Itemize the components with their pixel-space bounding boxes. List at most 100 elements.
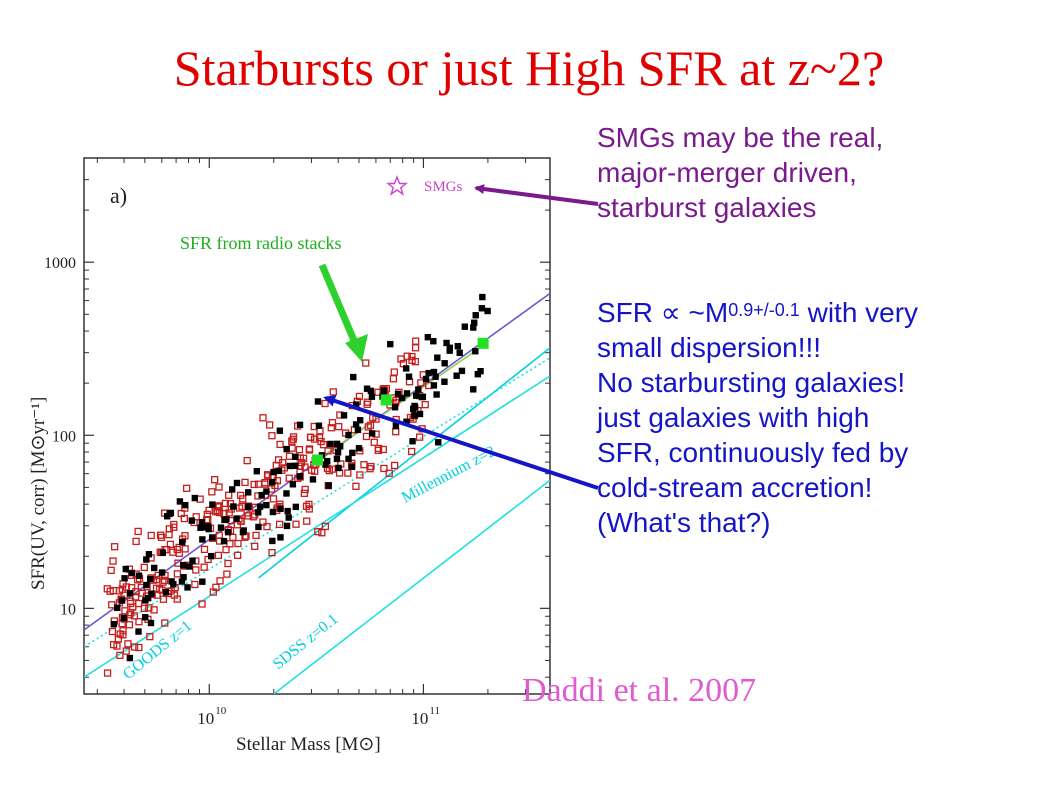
black-square xyxy=(275,467,283,475)
black-square xyxy=(143,581,150,589)
sfr-note-line: just galaxies with high xyxy=(597,402,870,433)
black-square xyxy=(230,503,237,510)
black-square xyxy=(208,552,215,560)
black-square xyxy=(186,563,193,570)
black-square xyxy=(353,401,360,408)
sfr-note-line: No starbursting galaxies! xyxy=(597,367,906,398)
red-open-square xyxy=(259,518,267,526)
red-open-square xyxy=(360,461,368,469)
red-open-square xyxy=(235,504,244,512)
black-square xyxy=(314,398,322,405)
red-open-square xyxy=(157,533,166,542)
red-open-square xyxy=(301,485,309,494)
red-open-square xyxy=(181,545,189,553)
sfr-relation-line: SFR ∝ ~M0.9+/-0.1 with very xyxy=(597,295,918,330)
red-open-square xyxy=(103,669,112,677)
black-square xyxy=(228,486,236,493)
black-square xyxy=(256,503,264,510)
black-square xyxy=(340,412,348,419)
red-open-square xyxy=(310,435,319,443)
black-square xyxy=(403,418,410,425)
x-tick-label: 10 xyxy=(197,709,214,728)
red-open-square xyxy=(183,484,191,492)
red-open-square xyxy=(374,444,383,453)
black-square xyxy=(367,387,375,395)
red-open-square xyxy=(301,463,309,471)
red-open-square xyxy=(263,522,271,531)
red-open-square xyxy=(259,414,267,422)
red-open-square xyxy=(159,595,168,603)
red-open-square xyxy=(275,520,284,529)
red-open-square xyxy=(335,422,343,431)
red-open-square xyxy=(397,355,405,363)
y-tick-label: 1000 xyxy=(44,255,76,272)
red-open-square xyxy=(362,359,370,367)
black-square xyxy=(121,575,128,582)
y-tick-label: 100 xyxy=(52,428,76,445)
black-square xyxy=(126,590,134,597)
black-square xyxy=(335,464,342,472)
black-square xyxy=(345,431,352,439)
black-square xyxy=(147,619,155,627)
red-open-square xyxy=(138,589,146,597)
smg-arrow xyxy=(474,184,599,206)
black-square xyxy=(292,503,300,511)
red-open-square xyxy=(122,647,130,655)
black-square xyxy=(120,614,127,622)
red-open-square xyxy=(328,465,336,473)
red-open-square xyxy=(173,595,181,603)
black-square xyxy=(284,507,291,515)
red-open-square xyxy=(161,619,169,627)
black-square xyxy=(461,323,469,330)
black-square xyxy=(349,449,356,457)
red-open-square xyxy=(236,491,245,500)
black-square xyxy=(263,501,270,509)
black-square xyxy=(345,455,352,463)
black-square xyxy=(352,421,360,428)
black-square xyxy=(409,438,416,445)
black-square xyxy=(128,569,136,577)
black-square xyxy=(178,578,186,585)
red-open-square xyxy=(114,635,122,643)
red-open-square xyxy=(109,557,117,565)
red-open-square xyxy=(198,600,206,608)
x-tick-label: 10 xyxy=(411,709,428,728)
red-open-square xyxy=(363,400,371,408)
black-square xyxy=(135,572,143,579)
black-square xyxy=(277,534,284,541)
red-open-square xyxy=(135,599,143,608)
radio-arrow xyxy=(318,263,362,352)
red-open-square xyxy=(125,621,134,629)
black-square xyxy=(470,324,477,331)
red-open-square xyxy=(314,528,322,536)
red-open-square xyxy=(156,531,165,539)
black-square xyxy=(166,510,173,518)
black-square xyxy=(432,373,439,380)
black-square xyxy=(283,445,290,453)
red-open-square xyxy=(329,388,337,396)
black-square xyxy=(233,515,240,522)
line-radio-fit xyxy=(317,344,484,461)
black-square xyxy=(443,339,450,347)
black-square xyxy=(296,421,304,429)
black-square xyxy=(142,597,149,604)
red-open-square xyxy=(107,566,115,574)
red-open-square xyxy=(135,618,143,626)
black-square xyxy=(413,392,420,399)
black-square xyxy=(289,481,297,488)
sfr-note-line: small dispersion!!! xyxy=(597,332,822,363)
black-square xyxy=(286,462,294,470)
red-open-square xyxy=(225,491,233,499)
black-square xyxy=(333,455,341,463)
black-square xyxy=(470,386,477,393)
black-square xyxy=(285,514,292,521)
black-square xyxy=(354,426,362,434)
black-square xyxy=(355,445,363,452)
black-square xyxy=(292,462,299,469)
red-open-square xyxy=(140,604,149,613)
black-square xyxy=(209,501,216,508)
black-square xyxy=(472,312,479,319)
black-square xyxy=(162,589,170,596)
red-open-square xyxy=(300,489,309,497)
red-open-square xyxy=(264,472,272,480)
